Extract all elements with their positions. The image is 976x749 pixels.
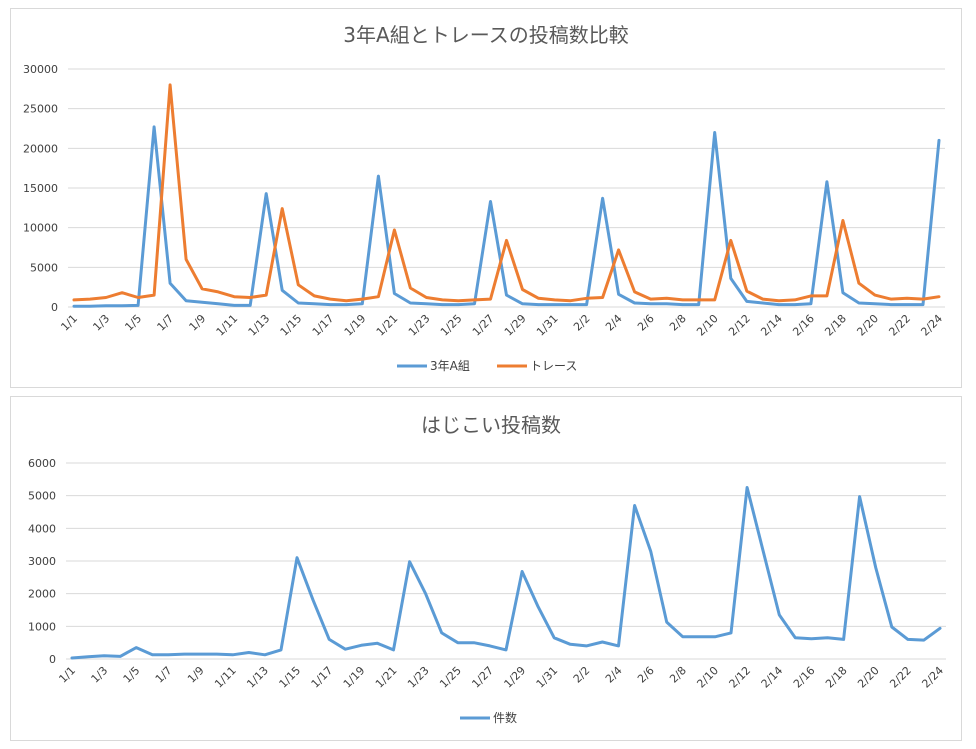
- y-tick-label: 5000: [28, 490, 56, 503]
- y-tick-label: 30000: [23, 63, 58, 76]
- x-tick-label: 2/24: [919, 664, 946, 691]
- chart-class-comparison: 3年A組とトレースの投稿数比較 0 5000 10000 15000 20000 2500…: [23, 23, 945, 373]
- x-tick-label: 1/15: [278, 312, 305, 339]
- x-tick-label: 2/8: [667, 664, 689, 686]
- x-tick-label: 1/3: [90, 312, 112, 334]
- x-tick-label: 1/27: [470, 312, 497, 339]
- y-tick-label: 20000: [23, 142, 58, 155]
- chart-title: はじこい投稿数: [421, 413, 561, 437]
- x-tick-label: 2/18: [823, 664, 850, 691]
- y-tick-label: 0: [51, 301, 58, 314]
- legend-label: 件数: [493, 710, 517, 725]
- x-tick-label: 2/14: [759, 664, 786, 691]
- chart-hajikoi: はじこい投稿数 0 1000 2000 3000 4000 5000 6000 1/1 1/3…: [28, 413, 946, 725]
- x-tick-label: 1/25: [438, 312, 465, 339]
- y-tick-label: 0: [49, 653, 56, 666]
- y-tick-label: 2000: [28, 588, 56, 601]
- x-tick-label: 1/13: [246, 312, 273, 339]
- x-tick-label: 2/20: [854, 312, 881, 339]
- x-tick-label: 1/11: [214, 312, 241, 339]
- chart-title: 3年A組とトレースの投稿数比較: [343, 23, 628, 47]
- x-tick-label: 2/10: [694, 664, 721, 691]
- x-tick-label: 2/14: [758, 312, 785, 339]
- x-tick-label: 1/17: [309, 664, 336, 691]
- x-tick-label: 1/27: [469, 664, 496, 691]
- x-tick-label: 2/22: [886, 312, 913, 339]
- chart-panel-hajikoi: はじこい投稿数 0 1000 2000 3000 4000 5000 6000 1/1 1/3…: [10, 396, 962, 741]
- x-tick-label: 1/5: [122, 312, 144, 334]
- x-tick-label: 2/6: [635, 664, 657, 686]
- x-tick-label: 1/7: [155, 312, 177, 334]
- y-tick-label: 4000: [28, 522, 56, 535]
- x-tick-label: 2/12: [726, 312, 753, 339]
- x-tick-label: 1/15: [276, 664, 303, 691]
- x-tick-label: 2/8: [667, 312, 689, 334]
- legend-label: 3年A組: [430, 359, 470, 373]
- y-tick-label: 10000: [23, 222, 58, 235]
- y-tick-label: 15000: [23, 182, 58, 195]
- x-tick-label: 1/19: [341, 664, 368, 691]
- x-tick-label: 1/25: [437, 664, 464, 691]
- x-tick-label: 2/2: [571, 312, 593, 334]
- x-tick-label: 1/3: [89, 664, 111, 686]
- x-tick-label: 2/4: [603, 664, 625, 686]
- chart-panel-class-comparison: 3年A組とトレースの投稿数比較 0 5000 10000 15000 20000 2500…: [10, 8, 962, 388]
- x-tick-label: 2/24: [918, 312, 945, 339]
- x-tick-label: 1/7: [153, 664, 175, 686]
- y-tick-label: 1000: [28, 620, 56, 633]
- x-tick-label: 1/9: [187, 312, 209, 334]
- series-line-1: [72, 83, 941, 303]
- y-tick-label: 25000: [23, 103, 58, 116]
- x-tick-label: 2/16: [790, 312, 817, 339]
- x-tick-label: 1/31: [534, 664, 561, 691]
- x-tick-label: 1/23: [406, 312, 433, 339]
- x-tick-label: 1/17: [310, 312, 337, 339]
- x-tick-label: 2/6: [635, 312, 657, 334]
- legend-label: トレース: [530, 359, 577, 373]
- x-tick-label: 1/21: [373, 664, 400, 691]
- x-tick-label: 2/2: [571, 664, 593, 686]
- x-tick-label: 1/19: [342, 312, 369, 339]
- x-tick-label: 2/4: [603, 312, 625, 334]
- x-tick-label: 1/29: [502, 312, 529, 339]
- x-tick-label: 1/31: [534, 312, 561, 339]
- x-tick-label: 1/21: [374, 312, 401, 339]
- y-tick-label: 6000: [28, 457, 56, 470]
- x-tick-label: 1/11: [212, 664, 239, 691]
- series-line-0: [72, 125, 941, 308]
- x-tick-label: 1/29: [502, 664, 529, 691]
- x-tick-label: 2/12: [727, 664, 754, 691]
- x-tick-label: 2/20: [855, 664, 882, 691]
- x-tick-label: 1/23: [405, 664, 432, 691]
- x-tick-label: 1/1: [56, 664, 78, 686]
- x-tick-label: 1/13: [244, 664, 271, 691]
- x-tick-label: 2/10: [694, 312, 721, 339]
- x-tick-label: 1/5: [121, 664, 143, 686]
- x-tick-label: 2/22: [887, 664, 914, 691]
- x-tick-label: 1/9: [185, 664, 207, 686]
- x-tick-label: 1/1: [58, 312, 80, 334]
- series-line-0: [70, 486, 942, 660]
- x-tick-label: 2/16: [791, 664, 818, 691]
- y-tick-label: 3000: [28, 555, 56, 568]
- x-tick-label: 2/18: [822, 312, 849, 339]
- y-tick-label: 5000: [30, 261, 58, 274]
